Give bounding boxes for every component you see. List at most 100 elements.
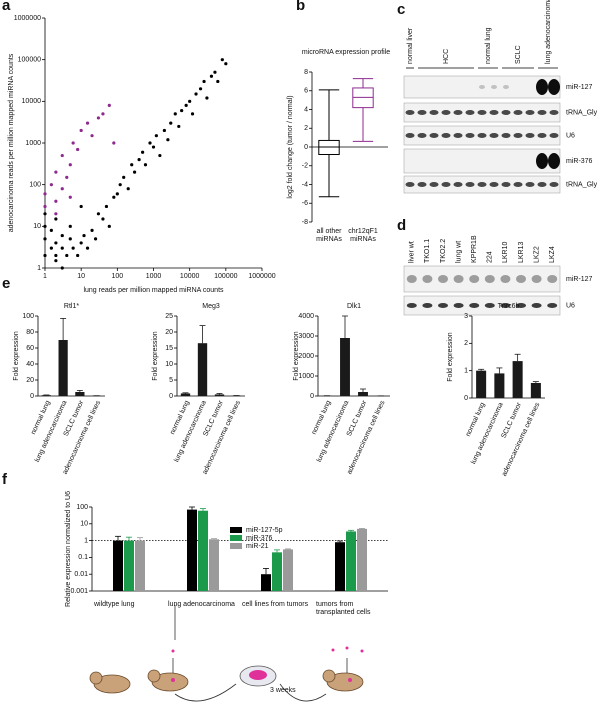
point	[169, 121, 173, 125]
bar	[187, 509, 197, 591]
bar	[75, 392, 85, 396]
y-axis-label: log2 fold change (tumor / normal)	[287, 95, 294, 198]
blot-band	[500, 303, 511, 308]
chart-title: Tnrc6b	[498, 303, 520, 310]
y-tick-label: 0	[169, 393, 173, 400]
blot-band	[489, 182, 499, 187]
y-tick-label: 1	[37, 265, 41, 272]
point	[71, 246, 75, 250]
point	[90, 228, 94, 232]
bar	[180, 393, 191, 396]
point	[49, 228, 53, 232]
point	[68, 224, 72, 228]
blot-row-label: U6	[566, 302, 575, 309]
point	[190, 112, 195, 116]
y-tick-label: 10	[80, 521, 88, 528]
y-axis-label: Relative expression normalized to U6	[65, 491, 72, 607]
point	[184, 103, 188, 107]
blot-band	[429, 110, 439, 115]
blot-band	[489, 110, 499, 115]
blot-band	[501, 110, 511, 115]
blot-band	[513, 110, 523, 115]
point	[112, 141, 116, 145]
blot-band	[537, 133, 547, 138]
x-tick-label: 1000000	[248, 273, 275, 280]
point	[101, 112, 105, 116]
point	[173, 112, 177, 116]
point	[148, 141, 152, 145]
point	[132, 170, 137, 174]
blot-band	[405, 182, 415, 187]
legend-label: miR-376	[246, 535, 273, 542]
blot-band	[548, 79, 560, 95]
point	[60, 233, 64, 238]
blot-band	[429, 182, 439, 187]
bar	[261, 574, 271, 591]
point	[68, 237, 72, 241]
y-tick-label: -8	[302, 219, 308, 226]
blot-band	[484, 275, 495, 283]
bar	[58, 340, 68, 396]
lane-group-label: normal lung	[485, 27, 492, 64]
point	[79, 128, 83, 133]
x-tick-label: 10000	[180, 273, 200, 280]
y-tick-label: 15	[165, 345, 173, 352]
y-tick-label: 5	[169, 377, 173, 384]
point	[107, 103, 111, 107]
blot-band	[441, 110, 451, 115]
point	[43, 224, 47, 228]
bar	[358, 392, 368, 396]
point	[82, 233, 86, 238]
point	[202, 79, 206, 84]
blot-band	[469, 303, 480, 308]
bar	[476, 370, 487, 398]
x-category-label: chr12qF1 miRNAs	[348, 228, 378, 243]
point	[205, 96, 209, 100]
point	[151, 145, 156, 149]
legend-swatch	[230, 527, 242, 533]
blot-band	[547, 275, 558, 283]
blot-row-label: miR-127	[566, 276, 593, 283]
point	[49, 183, 53, 187]
bar	[135, 540, 145, 591]
lane-label: TKO1.1	[424, 239, 431, 263]
blot-band	[501, 182, 511, 187]
x-tick-label: 100	[111, 273, 123, 280]
point	[93, 237, 98, 241]
point	[60, 266, 64, 270]
point	[188, 99, 192, 103]
blot-row-label: miR-376	[566, 158, 593, 165]
blot-row-label: tRNA_Gly	[566, 109, 598, 116]
point	[158, 153, 162, 158]
point	[177, 124, 181, 129]
blot-band	[549, 133, 559, 138]
y-tick-label: 1	[464, 368, 468, 375]
y-axis-label: adenocarcinoma reads per million mapped …	[8, 53, 15, 232]
point	[213, 70, 217, 74]
blot-band	[479, 85, 485, 89]
blot-band	[536, 153, 548, 169]
y-tick-label: 1000	[25, 140, 41, 147]
y-tick-label: 0	[310, 393, 314, 400]
blot-band	[516, 275, 526, 283]
point	[104, 204, 109, 209]
x-category-label: adenocarcinoma cell lines	[501, 401, 542, 477]
y-tick-label: 6	[304, 88, 308, 95]
x-category-label: cell lines from tumors	[242, 601, 309, 608]
y-tick-label: 2	[464, 340, 468, 347]
y-tick-label: 4	[304, 106, 308, 113]
chart-title: Rtl1*	[64, 303, 79, 310]
blot-band	[429, 133, 439, 138]
point	[71, 141, 75, 145]
point	[96, 116, 101, 120]
blot-band	[453, 133, 463, 138]
y-tick-label: 0	[464, 395, 468, 402]
lane-label: lung wt	[455, 241, 462, 263]
y-tick-label: 0.1	[78, 554, 88, 561]
x-category-label: wildtype lung	[94, 601, 135, 608]
point	[68, 195, 72, 199]
y-axis-label: Fold expression	[13, 331, 20, 381]
blot-band	[438, 275, 448, 283]
blot-band	[417, 133, 427, 138]
